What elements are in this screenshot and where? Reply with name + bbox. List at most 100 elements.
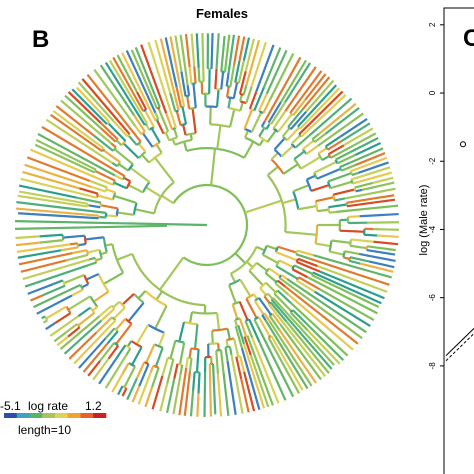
tree-branch (18, 212, 99, 220)
tree-branch (253, 318, 259, 328)
tree-branch (208, 363, 212, 417)
tree-branch (350, 238, 374, 243)
tree-branch (144, 386, 154, 408)
tree-branch (289, 311, 309, 332)
tree-branch (327, 140, 342, 151)
legend-min-label: -5.1 (0, 399, 21, 413)
tree-branch (354, 181, 374, 189)
tree-branch (248, 91, 258, 110)
tree-branch (364, 233, 378, 237)
tree-branch (285, 320, 330, 374)
tree-branch (210, 33, 214, 69)
tree-branch (116, 170, 126, 178)
legend-color-swatch (42, 413, 56, 418)
tree-branch (169, 92, 177, 112)
tree-branch (366, 245, 396, 252)
tree-branch (69, 242, 78, 246)
tree-branch-arc (266, 174, 287, 233)
tree-branch (155, 143, 163, 154)
tree-branch (85, 273, 100, 281)
tree-branch (272, 297, 335, 366)
tree-branch (135, 324, 150, 345)
tree-branch (164, 132, 171, 141)
tree-branch (327, 144, 345, 156)
tree-branch (243, 141, 255, 159)
tree-branch (315, 196, 334, 203)
tree-branch (278, 329, 317, 384)
tree-branch (267, 101, 283, 124)
panel-c-tick-label: -2 (428, 157, 437, 165)
tree-branch (314, 290, 371, 328)
tree-branch (266, 292, 274, 300)
tree-branch (277, 113, 293, 133)
tree-branch (325, 135, 341, 148)
legend-max-label: 1.2 (85, 399, 102, 413)
tree-branch (211, 330, 214, 344)
legend-color-swatch (29, 413, 43, 418)
tree-branch (351, 171, 359, 177)
tree-branch (239, 101, 244, 112)
legend-color-swatch (80, 413, 94, 418)
tree-branch (215, 312, 221, 331)
tree-branch (134, 46, 161, 108)
tree-branch-arc (147, 323, 165, 334)
tree-branch (293, 150, 306, 160)
tree-branch (311, 132, 321, 141)
tree-branch (78, 337, 107, 369)
tree-branch (339, 229, 365, 233)
tree-branch (19, 190, 89, 205)
tree-branch (242, 37, 251, 61)
tree-branch (62, 234, 85, 239)
tree-branch (244, 199, 283, 214)
tree-branch (16, 201, 83, 212)
tree-branch (222, 372, 230, 416)
tree-branch (116, 252, 133, 261)
tree-branch (296, 261, 321, 273)
tree-branch (262, 47, 282, 88)
tree-branch (339, 162, 350, 169)
tree-branch-arc (180, 122, 187, 127)
tree-branch-arc (102, 237, 108, 253)
panel-c-frame (443, 7, 474, 474)
tree-branch (71, 88, 108, 125)
tree-branch (172, 120, 177, 129)
tree-branch (185, 357, 189, 369)
tree-branch (315, 242, 331, 248)
tree-branch (195, 33, 200, 68)
tree-branch-arc (326, 181, 332, 189)
tree-branch (175, 86, 183, 108)
tree-branch (35, 138, 97, 171)
tree-branch (179, 364, 184, 375)
tree-branch (45, 322, 56, 331)
tree-branch (237, 325, 246, 345)
tree-branch (121, 293, 135, 306)
tree-branch (226, 360, 237, 416)
tree-branch (358, 161, 389, 174)
tree-branch (234, 60, 241, 83)
tree-branch (145, 100, 157, 122)
tree-branch (225, 72, 230, 87)
tree-branch (183, 371, 192, 416)
tree-branch (359, 171, 393, 183)
tree-branch (155, 290, 163, 301)
tree-branch (233, 35, 241, 66)
tree-branch-arc (249, 107, 255, 112)
tree-branch (216, 373, 223, 417)
tree-branch (52, 110, 105, 150)
tree-branch (127, 184, 144, 194)
tree-branch (313, 132, 327, 143)
tree-branch (27, 283, 54, 295)
tree-branch (297, 257, 318, 268)
tree-branch (121, 52, 148, 102)
tree-branch (107, 345, 120, 360)
tree-branch (280, 274, 288, 280)
tree-branch (349, 256, 370, 263)
tree-branch (161, 194, 175, 205)
tree-branch (372, 176, 394, 185)
tree-branch (203, 372, 207, 417)
tree-branch (17, 194, 88, 208)
tree-branch-arc (268, 335, 272, 339)
tree-branch (169, 36, 181, 82)
tree-branch (117, 385, 124, 396)
legend-color-swatch (16, 413, 30, 418)
